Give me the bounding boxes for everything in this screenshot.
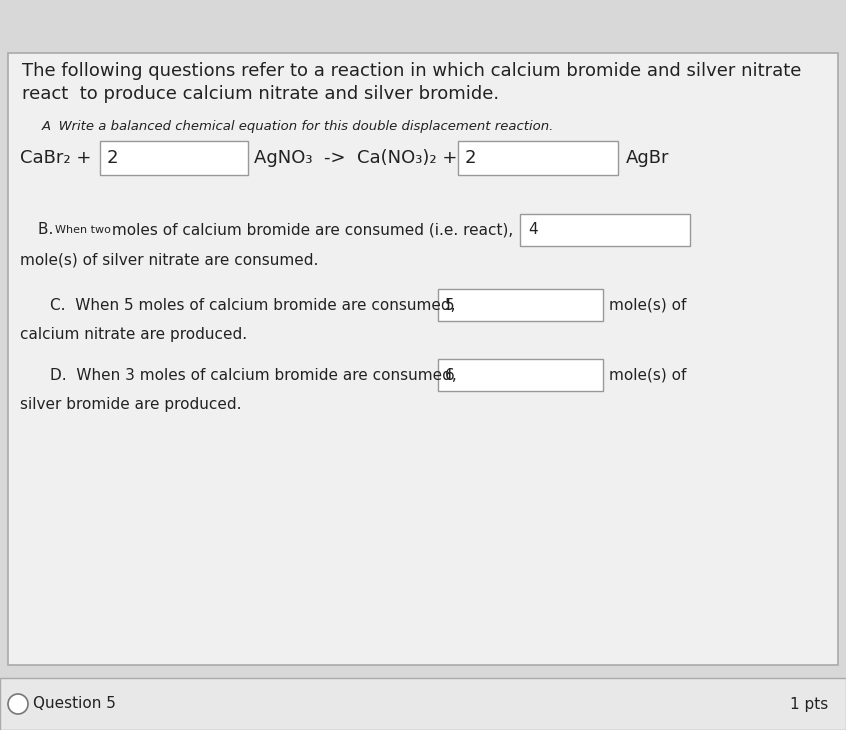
Bar <box>438 289 603 321</box>
Text: 2: 2 <box>465 149 476 167</box>
Bar <box>438 359 603 391</box>
Text: silver bromide are produced.: silver bromide are produced. <box>20 398 241 412</box>
Bar <box>100 141 248 175</box>
Text: react  to produce calcium nitrate and silver bromide.: react to produce calcium nitrate and sil… <box>22 85 499 103</box>
Text: AgNO₃  ->  Ca(NO₃)₂ +: AgNO₃ -> Ca(NO₃)₂ + <box>254 149 458 167</box>
Text: CaBr₂ +: CaBr₂ + <box>20 149 91 167</box>
Text: 5: 5 <box>445 298 454 312</box>
Text: calcium nitrate are produced.: calcium nitrate are produced. <box>20 328 247 342</box>
Circle shape <box>8 694 28 714</box>
Text: B.: B. <box>38 223 58 237</box>
Text: 1 pts: 1 pts <box>790 696 828 712</box>
Text: AgBr: AgBr <box>626 149 669 167</box>
Text: A  Write a balanced chemical equation for this double displacement reaction.: A Write a balanced chemical equation for… <box>42 120 554 133</box>
Text: Question 5: Question 5 <box>33 696 116 712</box>
Text: mole(s) of: mole(s) of <box>609 367 686 383</box>
Text: moles of calcium bromide are consumed (i.e. react),: moles of calcium bromide are consumed (i… <box>107 223 514 237</box>
Bar <box>520 214 690 246</box>
Text: The following questions refer to a reaction in which calcium bromide and silver : The following questions refer to a react… <box>22 62 801 80</box>
Text: 2: 2 <box>107 149 118 167</box>
Text: 4: 4 <box>528 223 537 237</box>
Text: 6: 6 <box>445 367 455 383</box>
Bar <box>458 141 618 175</box>
Text: D.  When 3 moles of calcium bromide are consumed,: D. When 3 moles of calcium bromide are c… <box>50 367 457 383</box>
Text: When two: When two <box>55 225 111 235</box>
Text: C.  When 5 moles of calcium bromide are consumed,: C. When 5 moles of calcium bromide are c… <box>50 298 455 312</box>
Bar <box>0 678 846 730</box>
Text: mole(s) of silver nitrate are consumed.: mole(s) of silver nitrate are consumed. <box>20 253 318 267</box>
Text: mole(s) of: mole(s) of <box>609 298 686 312</box>
Bar <box>8 53 838 665</box>
